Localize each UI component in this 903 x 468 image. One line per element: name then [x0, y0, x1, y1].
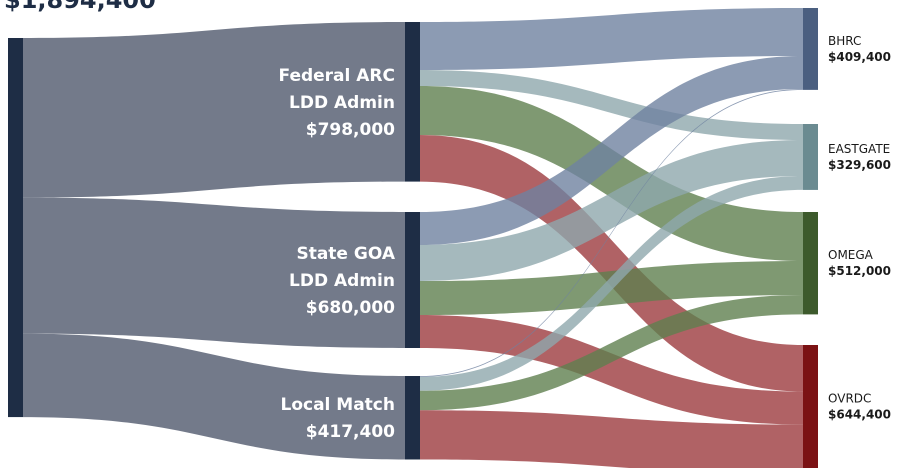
- source-label: LDD Admin: [289, 93, 395, 113]
- flow: [420, 410, 803, 468]
- flow: [420, 140, 803, 281]
- target-name: BHRC: [828, 34, 861, 48]
- target-node: [803, 212, 818, 315]
- root-flow: [23, 197, 405, 348]
- flow: [420, 86, 803, 261]
- source-node: [405, 212, 420, 348]
- flow: [420, 56, 803, 245]
- source-value: $680,000: [306, 298, 395, 318]
- target-value: $329,600: [828, 158, 891, 172]
- source-label: LDD Admin: [289, 271, 395, 291]
- target-name: EASTGATE: [828, 142, 890, 156]
- target-value: $644,400: [828, 408, 891, 422]
- flow: [420, 8, 803, 70]
- source-value: $417,400: [306, 422, 395, 442]
- source-node: [405, 22, 420, 182]
- flow: [420, 70, 803, 140]
- target-value: $409,400: [828, 50, 891, 64]
- target-name: OVRDC: [828, 392, 871, 406]
- flow: [420, 295, 803, 411]
- flow: [420, 176, 803, 391]
- source-label: Federal ARC: [279, 66, 395, 86]
- flow: [420, 315, 803, 425]
- root-flow: [23, 333, 405, 460]
- flow: [420, 89, 803, 377]
- target-node: [803, 8, 818, 90]
- target-node: [803, 345, 818, 468]
- target-node: [803, 124, 818, 190]
- source-value: $798,000: [306, 120, 395, 140]
- source-label: Local Match: [280, 395, 395, 415]
- target-value: $512,000: [828, 264, 891, 278]
- title: $1,894,400: [4, 0, 156, 14]
- source-label: State GOA: [296, 244, 395, 264]
- target-name: OMEGA: [828, 248, 874, 262]
- root-node: [8, 38, 23, 418]
- root-flow: [23, 22, 405, 198]
- source-node: [405, 376, 420, 460]
